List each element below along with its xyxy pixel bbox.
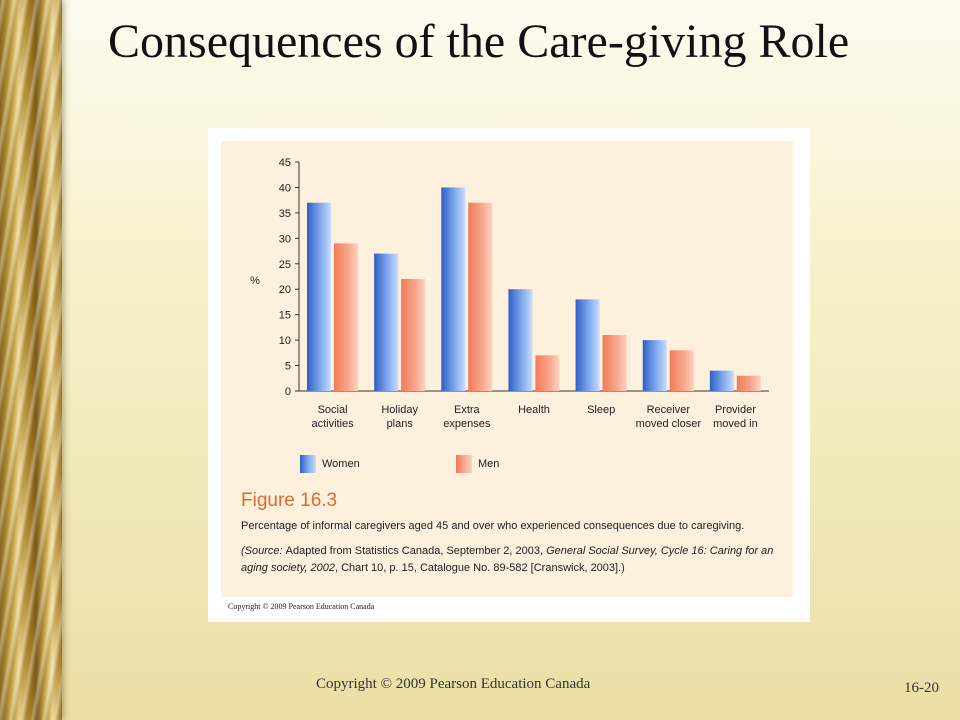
source-label: (Source:: [241, 545, 286, 557]
x-tick-label: expenses: [443, 418, 491, 430]
y-tick-label: 15: [279, 310, 291, 322]
y-tick-label: 30: [279, 233, 291, 245]
bar-men: [669, 350, 694, 391]
gold-column-border: [0, 0, 62, 720]
x-tick-label: Receiver: [647, 404, 691, 416]
y-tick-label: 5: [285, 361, 291, 373]
bar-men: [602, 335, 627, 391]
bar-women: [441, 187, 466, 391]
y-tick-label: 25: [279, 259, 291, 271]
bar-women: [307, 202, 331, 391]
slide-number: 16-20: [904, 680, 939, 696]
x-tick-label: activities: [311, 418, 354, 430]
y-axis-title: %: [250, 275, 260, 287]
y-tick-label: 45: [279, 157, 291, 169]
figure-number: Figure 16.3: [241, 490, 338, 511]
y-tick-label: 20: [279, 284, 291, 296]
bar-women: [709, 370, 734, 391]
x-tick-label: Health: [518, 404, 550, 416]
bar-women: [642, 340, 667, 391]
y-tick-label: 35: [279, 208, 291, 220]
figure-copyright: Copyright © 2009 Pearson Education Canad…: [228, 602, 375, 611]
bar-men: [468, 202, 493, 391]
bar-men: [334, 243, 358, 391]
bar-men: [535, 355, 560, 391]
legend-swatch-men: [456, 455, 472, 473]
x-tick-label: Holiday: [381, 404, 418, 416]
figure-caption: Percentage of informal caregivers aged 4…: [241, 520, 745, 532]
bar-men: [736, 375, 761, 391]
source-title-1: General Social Survey, Cycle 16: Caring …: [546, 545, 774, 557]
bar-women: [508, 289, 533, 391]
bar-women: [575, 299, 600, 391]
source-text-1: Adapted from Statistics Canada, Septembe…: [285, 545, 547, 557]
x-tick-label: Provider: [715, 404, 756, 416]
x-tick-label: moved closer: [636, 418, 702, 430]
legend-label-men: Men: [478, 458, 500, 470]
y-tick-label: 10: [279, 335, 291, 347]
slide-title: Consequences of the Care-giving Role: [108, 15, 850, 68]
y-tick-label: 0: [285, 386, 291, 398]
x-tick-label: Social: [318, 404, 348, 416]
x-tick-label: Extra: [454, 404, 481, 416]
x-tick-label: Sleep: [587, 404, 615, 416]
figure-source: (Source: Adapted from Statistics Canada,…: [241, 543, 791, 577]
source-title-2: aging society, 2002: [241, 562, 335, 574]
bar-women: [374, 253, 399, 391]
legend-label-women: Women: [322, 458, 360, 470]
legend-swatch-women: [300, 455, 316, 473]
footer-copyright: Copyright © 2009 Pearson Education Canad…: [316, 676, 591, 692]
x-tick-label: moved in: [713, 418, 758, 430]
x-tick-label: plans: [387, 418, 414, 430]
y-tick-label: 40: [279, 182, 291, 194]
bar-men: [401, 279, 426, 391]
source-text-2: , Chart 10, p. 15, Catalogue No. 89-582 …: [334, 562, 625, 574]
